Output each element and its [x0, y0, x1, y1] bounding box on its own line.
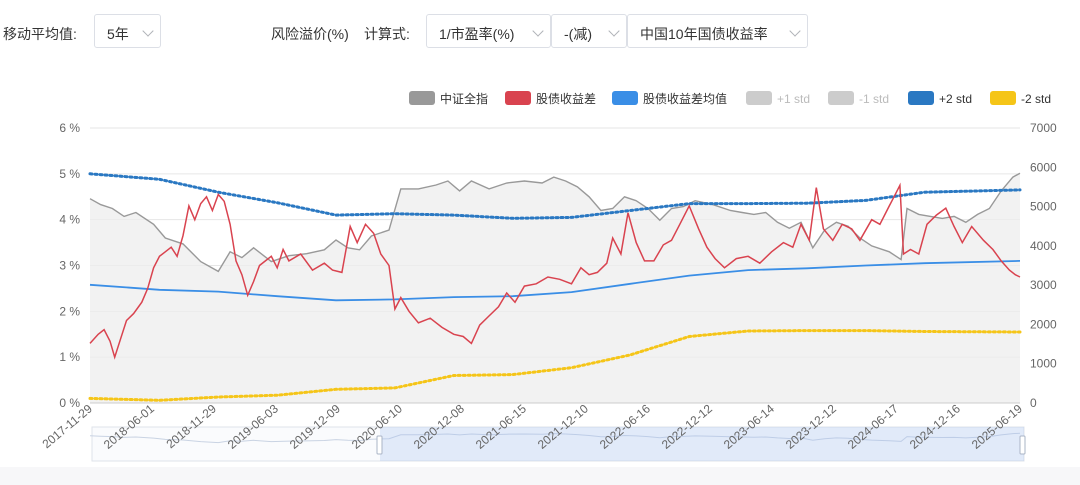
- formula-b-value: 中国10年国债收益率: [640, 26, 768, 42]
- series-line-index: [89, 172, 1021, 273]
- moving-average-select[interactable]: 5年: [94, 14, 161, 48]
- legend: 中证全指 股债收益差 股债收益差均值 +1 std -1 std +2 std -2 std: [409, 91, 1051, 106]
- formula-a-select[interactable]: 1/市盈率(%): [426, 14, 551, 48]
- y-left-tick-label: 6 %: [59, 121, 80, 135]
- bottom-strip: [0, 467, 1080, 485]
- y-left-tick-label: 2 %: [59, 304, 80, 318]
- slider-preview-line: [89, 432, 1021, 444]
- legend-label: 股债收益差均值: [643, 91, 727, 106]
- slider-track: [91, 426, 1025, 462]
- legend-item[interactable]: +1 std: [746, 91, 810, 106]
- y-right-tick-label: 4000: [1030, 239, 1057, 253]
- legend-label: -1 std: [859, 92, 889, 106]
- control-bar: 移动平均值: 5年 风险溢价(%) 计算式: 1/市盈率(%) -(减) 中国1…: [0, 14, 1080, 50]
- legend-swatch: [990, 91, 1016, 105]
- series-line-minus2std: [88, 329, 1022, 402]
- legend-label: 股债收益差: [536, 92, 596, 106]
- operator-select[interactable]: -(减): [551, 14, 627, 48]
- y-right-tick-label: 5000: [1030, 200, 1057, 214]
- y-left-tick-label: 4 %: [59, 213, 80, 227]
- risk-premium-label: 风险溢价(%): [271, 26, 349, 42]
- series-line-plus2std: [88, 172, 1022, 220]
- y-right-tick-label: 6000: [1030, 160, 1057, 174]
- y-left-tick-label: 0 %: [59, 396, 80, 410]
- legend-item[interactable]: -2 std: [990, 91, 1051, 106]
- slider-handle-right[interactable]: [1019, 435, 1026, 455]
- y-right-tick-label: 1000: [1030, 357, 1057, 371]
- legend-swatch: [505, 91, 531, 105]
- operator-value: -(减): [564, 26, 592, 42]
- y-right-tick-label: 7000: [1030, 121, 1057, 135]
- legend-label: +1 std: [777, 92, 810, 106]
- legend-label: +2 std: [939, 92, 972, 106]
- formula-b-select[interactable]: 中国10年国债收益率: [627, 14, 808, 48]
- formula-a-value: 1/市盈率(%): [439, 26, 515, 42]
- legend-item[interactable]: +2 std: [908, 91, 972, 106]
- y-right-tick-label: 2000: [1030, 317, 1057, 331]
- moving-average-value: 5年: [107, 26, 129, 42]
- legend-label: 中证全指: [440, 91, 488, 106]
- data-zoom-slider[interactable]: [89, 426, 1026, 462]
- index-area: [90, 173, 1020, 403]
- y-right-tick-label: 0: [1030, 396, 1037, 410]
- series-line-spread: [89, 182, 1021, 360]
- legend-item[interactable]: 中证全指: [409, 91, 488, 106]
- legend-item[interactable]: -1 std: [828, 91, 889, 106]
- legend-label: -2 std: [1021, 92, 1051, 106]
- legend-item[interactable]: 股债收益差: [505, 91, 596, 106]
- y-left-tick-label: 5 %: [59, 167, 80, 181]
- legend-swatch: [409, 91, 435, 105]
- legend-swatch: [612, 91, 638, 105]
- legend-swatch: [746, 91, 772, 105]
- slider-selection[interactable]: [380, 427, 1024, 461]
- slider-handle-left[interactable]: [376, 435, 383, 455]
- legend-swatch: [828, 91, 854, 105]
- legend-item[interactable]: 股债收益差均值: [612, 91, 727, 106]
- formula-label: 计算式:: [364, 26, 410, 42]
- legend-swatch: [908, 91, 934, 105]
- y-left-tick-label: 1 %: [59, 350, 80, 364]
- y-left-tick-label: 3 %: [59, 259, 80, 273]
- moving-average-label: 移动平均值:: [3, 26, 77, 42]
- risk-premium-chart: 中证全指 股债收益差 股债收益差均值 +1 std -1 std +2 std -2 std…: [40, 91, 1057, 462]
- y-right-tick-label: 3000: [1030, 278, 1057, 292]
